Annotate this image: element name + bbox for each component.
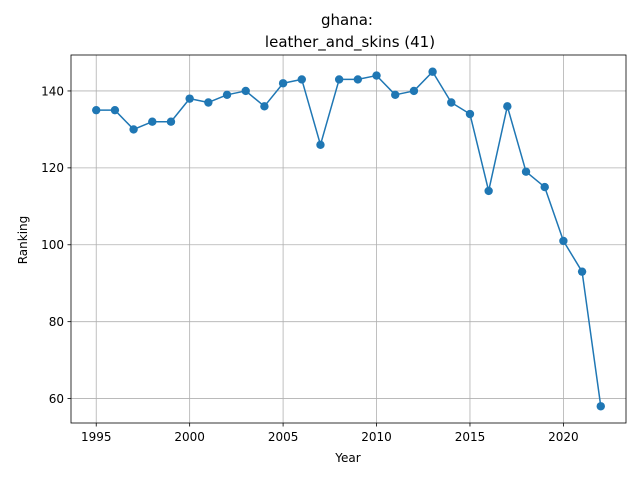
data-point xyxy=(129,125,138,134)
data-points xyxy=(92,67,605,411)
data-point xyxy=(241,86,250,96)
y-tick-label: 140 xyxy=(41,84,64,98)
data-point xyxy=(185,94,194,103)
data-point xyxy=(521,167,531,176)
chart-title-line2: leather_and_skins (41) xyxy=(265,33,435,52)
y-tick-label: 80 xyxy=(49,315,64,329)
x-axis-label: Year xyxy=(334,451,360,465)
data-point xyxy=(222,90,232,99)
y-tick-label: 100 xyxy=(41,238,64,252)
data-point xyxy=(278,79,288,88)
data-point xyxy=(577,267,587,276)
y-tick-label: 60 xyxy=(49,392,64,406)
x-tick-label: 2010 xyxy=(361,430,392,444)
data-series xyxy=(96,70,602,407)
y-tick-label: 120 xyxy=(41,161,64,175)
data-point xyxy=(316,140,325,149)
x-tick-label: 2005 xyxy=(268,430,299,444)
x-axis-ticks: 1995 2000 2005 2010 2015 2020 xyxy=(81,423,579,444)
data-point xyxy=(409,86,419,96)
data-point xyxy=(540,182,549,192)
data-point xyxy=(391,90,400,99)
x-tick-label: 2015 xyxy=(455,430,486,444)
y-axis-ticks: 60 80 100 120 140 xyxy=(41,84,71,406)
plot-area-frame xyxy=(70,54,627,424)
data-point xyxy=(260,102,269,111)
data-point xyxy=(166,117,176,126)
data-point xyxy=(503,102,512,111)
grid xyxy=(71,55,626,423)
data-point xyxy=(92,105,101,115)
x-tick-label: 2020 xyxy=(548,430,579,444)
data-point xyxy=(334,75,344,84)
chart-title-line1: ghana: xyxy=(321,11,373,29)
data-point xyxy=(484,186,493,196)
data-point xyxy=(110,105,120,115)
data-point xyxy=(428,67,437,76)
x-tick-label: 2000 xyxy=(174,430,205,444)
data-point xyxy=(447,98,456,107)
y-axis-label: Ranking xyxy=(16,216,30,265)
data-point xyxy=(559,236,568,246)
data-point xyxy=(297,75,306,84)
data-point xyxy=(204,98,213,107)
data-point xyxy=(353,75,363,84)
data-point xyxy=(372,71,381,80)
data-point xyxy=(148,117,157,126)
x-tick-label: 1995 xyxy=(81,430,112,444)
data-point xyxy=(465,109,475,119)
series-line xyxy=(96,70,602,407)
data-point xyxy=(596,402,605,411)
